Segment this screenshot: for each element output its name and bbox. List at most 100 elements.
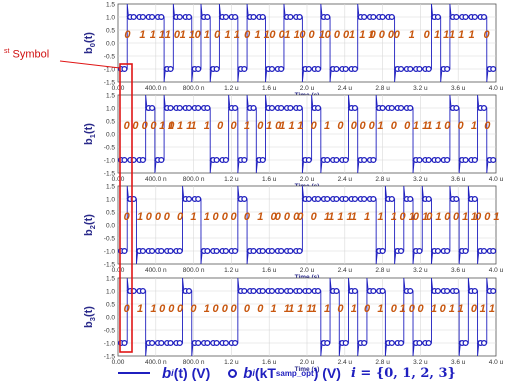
sample-point	[305, 287, 312, 295]
bit-label: 1 1	[150, 29, 165, 41]
sample-point	[388, 195, 395, 203]
sample-point	[370, 287, 377, 295]
y-tick-label: 1.5	[106, 275, 115, 282]
sample-point	[351, 65, 358, 73]
bit-label: 1 1	[225, 29, 240, 41]
bit-label: 1 0	[165, 29, 181, 41]
y-tick-label: 1.0	[106, 105, 115, 112]
sample-point	[490, 287, 497, 295]
sample-point	[416, 65, 423, 73]
sample-point	[480, 13, 488, 21]
sample-point	[453, 104, 460, 112]
y-axis-title-sub: 2	[88, 225, 97, 229]
sample-point	[278, 247, 285, 255]
sample-point	[195, 65, 202, 73]
legend-line-sub: i	[171, 368, 174, 378]
sample-point	[397, 104, 405, 112]
sample-point	[259, 287, 266, 295]
bit-label: 1	[458, 303, 464, 315]
chart-panel-3: 0.00 400.0 n 800.0 n 1.2 u 1.6 u 2.0 u 2.4 u 2.…	[83, 275, 504, 373]
sample-point	[416, 156, 423, 164]
x-tick-label: 1.2 u	[224, 176, 239, 183]
bit-label: 1 1	[180, 29, 195, 41]
y-tick-label: 1.0	[106, 196, 115, 203]
y-axis-title-tail: (t)	[83, 214, 95, 225]
bit-label: 1 0	[400, 303, 416, 315]
bit-label: 0 0 0	[325, 29, 350, 41]
bit-label: 0	[471, 303, 478, 315]
bit-label: 0 0 1	[475, 211, 499, 223]
sample-point	[204, 13, 211, 21]
bit-label: 0	[417, 303, 424, 315]
sample-point	[167, 104, 174, 112]
x-tick-label: 3.6 u	[451, 85, 466, 92]
bit-label: 1	[431, 303, 437, 315]
bit-label: 1	[297, 120, 303, 132]
bit-label: 0 0	[213, 211, 229, 223]
x-tick-label: 1.2 u	[224, 359, 239, 366]
x-tick-label: 0.00	[112, 267, 125, 274]
bit-label: 1	[324, 211, 330, 223]
bit-label: 0 0	[213, 303, 229, 315]
y-axis-title-tail: (t)	[83, 306, 95, 317]
chart-legend: b i (t) (V) b i (kT samp_opt) (V) i = {0, 1, …	[118, 362, 456, 384]
sample-point	[361, 339, 368, 347]
x-axis-title: Time (s)	[295, 274, 320, 281]
sample-point	[453, 287, 460, 295]
sample-point	[204, 247, 211, 255]
sample-point	[185, 104, 193, 112]
bit-label: 0	[458, 120, 465, 132]
bit-label: 1	[324, 303, 330, 315]
sample-point	[232, 13, 239, 21]
sample-point	[379, 287, 386, 295]
sample-point	[407, 65, 414, 73]
y-axis-title-main: b	[83, 47, 95, 54]
y-tick-label: 0.0	[106, 222, 115, 229]
sample-point	[139, 287, 146, 295]
bit-label: 0 0	[146, 211, 162, 223]
y-tick-label: 0.5	[106, 118, 115, 125]
sample-point	[333, 287, 340, 295]
bit-label: 1	[468, 29, 474, 41]
bit-label: 0	[177, 303, 184, 315]
sample-point	[241, 156, 248, 164]
bit-label: 1	[351, 211, 357, 223]
x-tick-label: 0.00	[112, 85, 125, 92]
sample-point	[213, 156, 220, 164]
chart-panel-0: 0.00 400.0 n 800.0 n 1.2 u 1.6 u 2.0 u 2.4 u 2.…	[83, 1, 504, 99]
x-tick-label: 2.0 u	[300, 85, 315, 92]
x-tick-label: 800.0 n	[183, 85, 205, 92]
sample-point	[351, 287, 358, 295]
sample-point	[130, 13, 137, 21]
bit-label: 1	[471, 211, 477, 223]
y-axis-title: b0(t)	[83, 32, 97, 54]
sample-point	[176, 104, 183, 112]
sample-point	[268, 247, 276, 255]
bit-label: 1	[150, 303, 156, 315]
bit-label: 1 0	[159, 120, 175, 132]
x-tick-label: 400.0 n	[145, 359, 167, 366]
bit-label: 0 1	[453, 211, 468, 223]
bit-label: 1 1	[359, 29, 374, 41]
sample-point	[121, 339, 128, 347]
sample-point	[370, 13, 377, 21]
first-symbol-superscript: st	[4, 48, 10, 55]
sample-point	[167, 247, 174, 255]
y-tick-label: 0.0	[106, 40, 115, 47]
x-tick-label: 800.0 n	[183, 267, 205, 274]
y-axis-title-sub: 1	[88, 134, 97, 138]
sample-point	[232, 339, 239, 347]
bit-label: 0	[483, 29, 490, 41]
sample-point	[333, 65, 340, 73]
bit-label: 0	[124, 29, 131, 41]
x-tick-label: 1.2 u	[224, 267, 239, 274]
x-tick-label: 3.2 u	[413, 176, 428, 183]
bit-label: 1	[471, 120, 477, 132]
y-tick-label: -1.0	[104, 66, 116, 73]
sample-point	[388, 104, 395, 112]
sample-point	[444, 287, 451, 295]
y-tick-label: -0.5	[104, 144, 116, 151]
bit-label: 0	[404, 120, 411, 132]
sample-point	[471, 195, 478, 203]
sample-point	[268, 65, 276, 73]
